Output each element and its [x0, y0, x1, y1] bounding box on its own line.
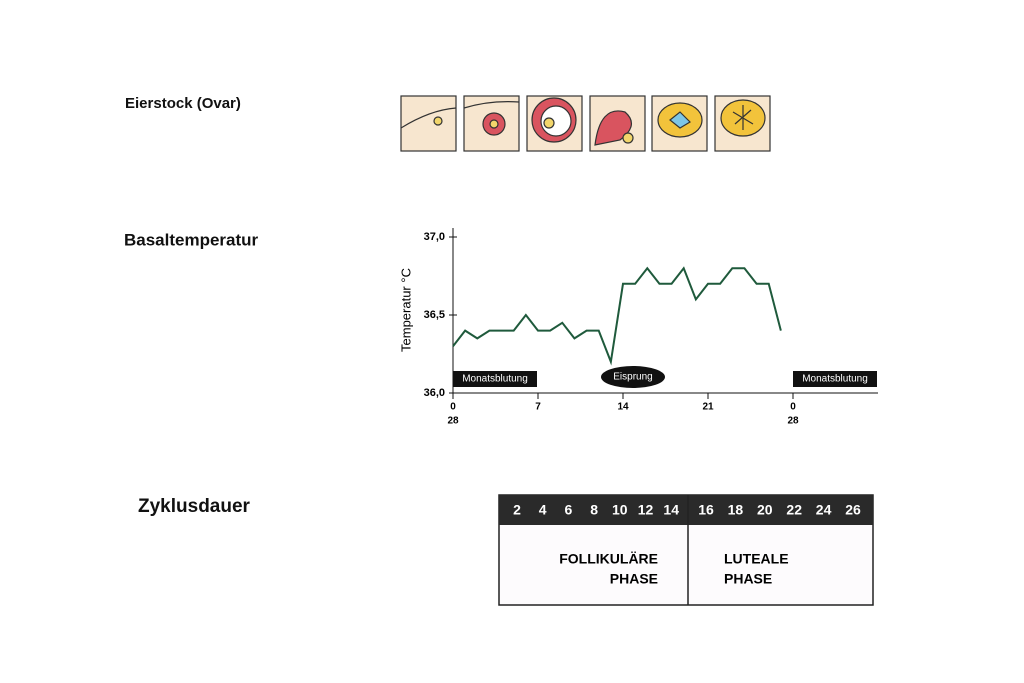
day-label: 26 [845, 502, 861, 518]
phase-label: FOLLIKULÄRE [559, 551, 658, 567]
y-axis-label: Temperatur °C [398, 268, 413, 352]
x-tick-label: 0 [450, 402, 456, 413]
day-label: 12 [638, 502, 654, 518]
temperature-line [452, 266, 782, 366]
day-label: 24 [816, 502, 832, 518]
day-label: 22 [786, 502, 802, 518]
y-tick-label: 36,5 [424, 309, 445, 321]
day-label: 6 [565, 502, 573, 518]
phase-label: PHASE [610, 571, 658, 587]
x-tick-label: 21 [702, 402, 714, 413]
cycle-table [498, 494, 874, 606]
x-tick-label: 14 [617, 402, 629, 413]
section-label: Zyklusdauer [138, 496, 251, 517]
day-label: 10 [612, 502, 628, 518]
day-label: 2 [513, 502, 521, 518]
day-label: 8 [590, 502, 598, 518]
day-label: 18 [728, 502, 744, 518]
y-tick-label: 37,0 [424, 231, 445, 243]
x-tick-label: 28 [787, 416, 799, 427]
annotation-shape [453, 371, 537, 387]
ovary-illustrations [400, 95, 771, 152]
day-label: 20 [757, 502, 773, 518]
annotation-shape [793, 371, 877, 387]
section-label: Basaltemperatur [124, 230, 259, 249]
annotation: Monatsblutung [802, 374, 868, 385]
annotation-shape [601, 366, 665, 388]
x-tick-label: 0 [790, 402, 796, 413]
phase-label: LUTEALE [724, 551, 789, 567]
annotation: Monatsblutung [462, 374, 528, 385]
x-tick-label: 7 [535, 402, 541, 413]
y-tick-label: 36,0 [424, 387, 445, 399]
day-label: 4 [539, 502, 547, 518]
day-label: 14 [663, 502, 679, 518]
x-tick-label: 28 [447, 416, 459, 427]
day-label: 16 [698, 502, 714, 518]
phase-label: PHASE [724, 571, 772, 587]
annotation: Eisprung [613, 372, 652, 383]
section-label: Eierstock (Ovar) [125, 95, 241, 112]
